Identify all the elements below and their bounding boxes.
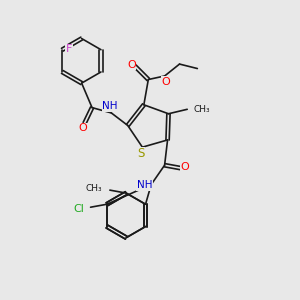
Text: Cl: Cl xyxy=(74,204,85,214)
Text: CH₃: CH₃ xyxy=(86,184,102,193)
Text: O: O xyxy=(162,77,170,87)
Text: NH: NH xyxy=(137,180,152,190)
Text: O: O xyxy=(127,60,136,70)
Text: O: O xyxy=(180,162,189,172)
Text: S: S xyxy=(137,147,145,160)
Text: F: F xyxy=(66,44,72,54)
Text: NH: NH xyxy=(102,101,118,111)
Text: O: O xyxy=(79,123,88,134)
Text: CH₃: CH₃ xyxy=(194,105,210,114)
